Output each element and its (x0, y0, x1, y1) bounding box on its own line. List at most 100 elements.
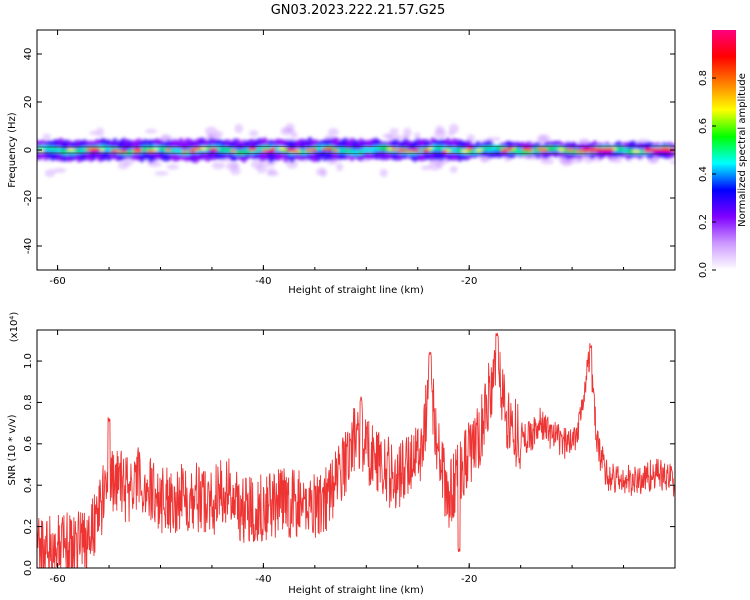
spectral-halo (560, 156, 573, 167)
spectral-peak (145, 149, 156, 153)
spectral-peak (574, 149, 585, 153)
snr-scale-label: (x10⁴) (9, 312, 20, 343)
spectral-peak (466, 146, 474, 151)
spectral-halo (42, 133, 52, 140)
spectral-halo (234, 123, 243, 134)
spectral-peak (502, 148, 508, 152)
snr-panel: -60 -40 -20 0.0 0.2 0.4 0.6 0.8 1.0 Height of st… (7, 312, 676, 596)
spectral-peak (421, 149, 430, 153)
ridge-line-lower (37, 152, 675, 155)
spectral-peak (528, 148, 534, 152)
colorbar-gradient (712, 30, 736, 270)
y-tick-label: 20 (23, 96, 34, 109)
y-tick-label: 0.8 (23, 394, 34, 410)
y-tick-label: 0 (23, 147, 34, 153)
spectral-peak (442, 149, 447, 154)
spectral-halo (144, 129, 158, 134)
spectral-peak (153, 148, 159, 152)
spectral-halo (291, 131, 298, 140)
spectral-halo (204, 126, 218, 136)
colorbar-tick-label: 0.2 (698, 214, 709, 230)
spectral-halo (669, 159, 675, 164)
colorbar-tick-label: 0.0 (698, 262, 709, 278)
spectral-halo (336, 162, 344, 172)
spectral-halo (389, 128, 400, 134)
y-tick-label: 0.6 (23, 436, 34, 452)
spectral-halo (286, 159, 298, 169)
spectrogram-xlabel: Height of straight line (km) (288, 285, 424, 296)
spectral-peak (90, 147, 101, 152)
spectral-peak (248, 147, 258, 151)
spectral-peak (322, 147, 327, 152)
spectral-peak (266, 149, 275, 153)
spectral-peak (262, 149, 268, 153)
y-tick-label: 0.0 (23, 560, 34, 576)
spectral-peak (209, 147, 219, 152)
spectral-halo (266, 171, 279, 177)
spectral-halo (52, 168, 67, 173)
spectral-halo (251, 159, 264, 169)
colorbar-tick-label: 0.4 (698, 166, 709, 182)
spectrogram-panel: -60 -40 -20 -40 -20 0 20 40 Height of straight … (7, 29, 676, 296)
spectral-halo (420, 165, 431, 171)
spectral-peak (326, 147, 333, 151)
colorbar-label: Normalized spectral amplitude (737, 73, 748, 227)
spectrogram-ylabel: Frequency (Hz) (7, 112, 18, 188)
y-tick-label: -20 (23, 190, 34, 206)
y-tick-label: -40 (23, 238, 34, 254)
snr-frame (36, 329, 676, 569)
spectral-peak (427, 147, 433, 151)
spectral-halo (89, 131, 98, 136)
spectral-peak (278, 147, 287, 151)
spectral-peak (304, 148, 314, 152)
x-tick-label: -60 (49, 276, 65, 287)
spectral-peak (333, 148, 338, 153)
spectral-halo (320, 168, 328, 177)
spectral-halo (96, 127, 105, 137)
spectral-halo (123, 157, 134, 166)
y-tick-label: 0.2 (23, 519, 34, 535)
spectral-halo (540, 157, 555, 165)
spectral-peak (461, 149, 470, 153)
spectral-peak (192, 147, 198, 151)
spectral-peak (99, 148, 105, 152)
spectral-halo (166, 164, 179, 170)
spectral-peak (137, 148, 143, 152)
spectral-peak (475, 148, 483, 152)
spectral-peak (66, 147, 76, 152)
x-tick-label: -40 (255, 276, 271, 287)
spectrogram-heatmap (37, 123, 675, 178)
spectral-peak (391, 147, 397, 151)
spectral-peak (396, 148, 407, 153)
spectral-halo (403, 127, 412, 138)
snr-xlabel: Height of straight line (km) (288, 585, 424, 596)
y-tick-label: 1.0 (23, 353, 34, 369)
spectral-peak (182, 149, 187, 153)
ridge-line-upper (37, 145, 675, 148)
spectral-halo (44, 169, 56, 178)
figure-title: GN03.2023.222.21.57.G25 (271, 3, 446, 18)
spectral-halo (327, 128, 339, 137)
x-tick-label: -20 (461, 276, 477, 287)
spectral-peak (410, 148, 421, 153)
snr-ylabel: SNR (10 * v/v) (7, 414, 18, 485)
spectral-peak (115, 149, 122, 153)
spectral-halo (504, 156, 511, 162)
colorbar: 0.0 0.2 0.4 0.6 0.8 Normalized spectral ampl… (698, 30, 748, 278)
y-tick-label: 0.4 (23, 477, 34, 493)
spectral-halo (248, 130, 259, 137)
snr-series-line (37, 332, 675, 568)
x-tick-label: -20 (461, 574, 477, 585)
spectral-halo (230, 166, 241, 175)
y-tick-label: 40 (23, 48, 34, 61)
spectral-peak (512, 148, 519, 152)
spectral-halo (211, 161, 225, 170)
x-tick-label: -60 (49, 574, 65, 585)
spectral-peak (557, 148, 565, 152)
spectral-halo (437, 159, 450, 164)
spectral-peak (541, 148, 548, 152)
spectral-halo (154, 171, 169, 176)
spectral-peak (632, 149, 641, 153)
spectral-halo (434, 129, 447, 140)
